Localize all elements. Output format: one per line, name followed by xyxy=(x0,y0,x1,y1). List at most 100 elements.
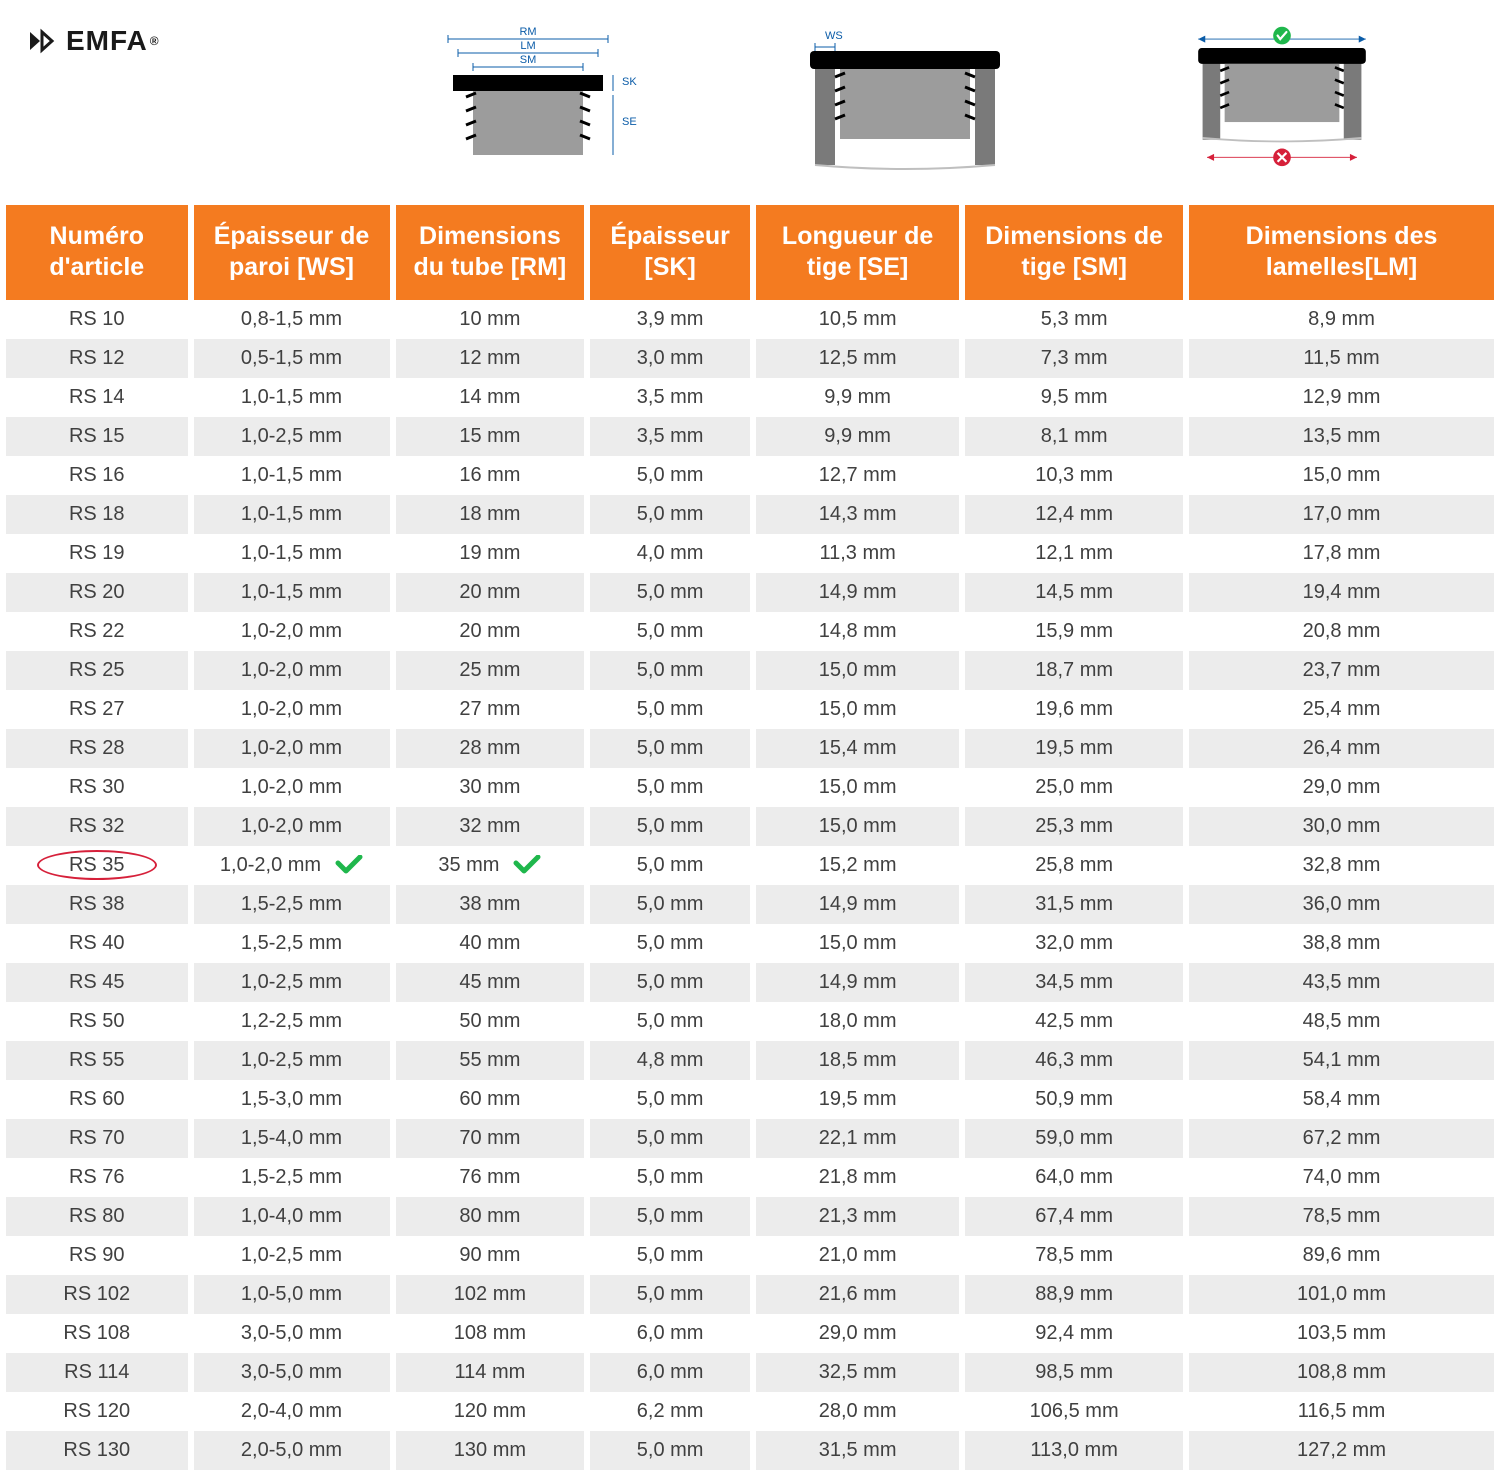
table-cell: 50,9 mm xyxy=(965,1080,1183,1119)
table-cell: 50 mm xyxy=(396,1002,585,1041)
table-cell: 1,5-4,0 mm xyxy=(194,1119,390,1158)
table-cell: 21,0 mm xyxy=(756,1236,959,1275)
table-cell: 106,5 mm xyxy=(965,1392,1183,1431)
table-cell: 14,9 mm xyxy=(756,963,959,1002)
table-cell: 34,5 mm xyxy=(965,963,1183,1002)
table-cell: 30 mm xyxy=(396,768,585,807)
table-cell: 19,5 mm xyxy=(756,1080,959,1119)
table-cell: 15,0 mm xyxy=(756,807,959,846)
label-ws: WS xyxy=(825,30,843,42)
table-cell: 15 mm xyxy=(396,417,585,456)
col-lm: Dimensions des lamelles[LM] xyxy=(1189,205,1494,300)
table-cell: 5,0 mm xyxy=(590,1158,750,1197)
table-row: RS 1143,0-5,0 mm114 mm6,0 mm32,5 mm98,5 … xyxy=(6,1353,1494,1392)
diagram-correct xyxy=(1172,25,1392,175)
table-cell: RS 80 xyxy=(6,1197,188,1236)
label-lm: LM xyxy=(520,40,535,52)
table-cell: 60 mm xyxy=(396,1080,585,1119)
table-cell: 1,0-2,0 mm xyxy=(194,768,390,807)
table-cell: 1,2-2,5 mm xyxy=(194,1002,390,1041)
table-cell: 11,5 mm xyxy=(1189,339,1494,378)
table-cell: 1,0-2,0 mm xyxy=(194,651,390,690)
table-cell: 27 mm xyxy=(396,690,585,729)
table-row: RS 501,2-2,5 mm50 mm5,0 mm18,0 mm42,5 mm… xyxy=(6,1002,1494,1041)
table-row: RS 221,0-2,0 mm20 mm5,0 mm14,8 mm15,9 mm… xyxy=(6,612,1494,651)
table-cell: 5,0 mm xyxy=(590,1431,750,1470)
table-cell: 0,5-1,5 mm xyxy=(194,339,390,378)
table-cell: 25,3 mm xyxy=(965,807,1183,846)
table-row: RS 451,0-2,5 mm45 mm5,0 mm14,9 mm34,5 mm… xyxy=(6,963,1494,1002)
table-cell: RS 108 xyxy=(6,1314,188,1353)
table-cell: 76 mm xyxy=(396,1158,585,1197)
table-cell: 2,0-4,0 mm xyxy=(194,1392,390,1431)
table-cell: 5,0 mm xyxy=(590,885,750,924)
table-cell: 12,4 mm xyxy=(965,495,1183,534)
brand-logo: EMFA ® xyxy=(30,25,160,57)
table-cell: 31,5 mm xyxy=(756,1431,959,1470)
table-cell: RS 18 xyxy=(6,495,188,534)
table-row: RS 351,0-2,0 mm35 mm5,0 mm15,2 mm25,8 mm… xyxy=(6,846,1494,885)
table-cell: 4,0 mm xyxy=(590,534,750,573)
table-cell: 1,5-2,5 mm xyxy=(194,1158,390,1197)
logo-text: EMFA xyxy=(66,25,148,57)
col-sm: Dimensions de tige [SM] xyxy=(965,205,1183,300)
table-cell: RS 10 xyxy=(6,300,188,339)
table-cell: 116,5 mm xyxy=(1189,1392,1494,1431)
table-cell: 1,0-2,5 mm xyxy=(194,1236,390,1275)
table-cell: RS 30 xyxy=(6,768,188,807)
table-row: RS 601,5-3,0 mm60 mm5,0 mm19,5 mm50,9 mm… xyxy=(6,1080,1494,1119)
table-cell: 25,8 mm xyxy=(965,846,1183,885)
table-cell: 18,5 mm xyxy=(756,1041,959,1080)
table-cell: 15,0 mm xyxy=(756,924,959,963)
table-cell: 1,0-1,5 mm xyxy=(194,534,390,573)
table-cell: 78,5 mm xyxy=(1189,1197,1494,1236)
table-row: RS 100,8-1,5 mm10 mm3,9 mm10,5 mm5,3 mm8… xyxy=(6,300,1494,339)
table-cell: 130 mm xyxy=(396,1431,585,1470)
table-cell: 12 mm xyxy=(396,339,585,378)
table-cell: 1,0-2,5 mm xyxy=(194,417,390,456)
table-cell: RS 114 xyxy=(6,1353,188,1392)
table-cell: 78,5 mm xyxy=(965,1236,1183,1275)
table-cell: 5,0 mm xyxy=(590,456,750,495)
table-body: RS 100,8-1,5 mm10 mm3,9 mm10,5 mm5,3 mm8… xyxy=(6,300,1494,1470)
table-cell: 12,7 mm xyxy=(756,456,959,495)
table-cell: 98,5 mm xyxy=(965,1353,1183,1392)
table-cell: 80 mm xyxy=(396,1197,585,1236)
table-cell: 3,5 mm xyxy=(590,417,750,456)
table-cell: 32,5 mm xyxy=(756,1353,959,1392)
table-row: RS 181,0-1,5 mm18 mm5,0 mm14,3 mm12,4 mm… xyxy=(6,495,1494,534)
table-row: RS 801,0-4,0 mm80 mm5,0 mm21,3 mm67,4 mm… xyxy=(6,1197,1494,1236)
logo-mark-icon xyxy=(30,28,56,54)
table-cell: RS 20 xyxy=(6,573,188,612)
table-cell: 3,5 mm xyxy=(590,378,750,417)
table-cell: 43,5 mm xyxy=(1189,963,1494,1002)
table-cell: 6,0 mm xyxy=(590,1353,750,1392)
table-cell: 25,0 mm xyxy=(965,768,1183,807)
check-icon xyxy=(335,855,363,875)
table-cell: 7,3 mm xyxy=(965,339,1183,378)
table-cell: 2,0-5,0 mm xyxy=(194,1431,390,1470)
table-cell: 10,3 mm xyxy=(965,456,1183,495)
table-cell: 15,0 mm xyxy=(756,690,959,729)
table-cell: 5,0 mm xyxy=(590,651,750,690)
table-cell: 74,0 mm xyxy=(1189,1158,1494,1197)
table-cell: 5,0 mm xyxy=(590,1080,750,1119)
table-cell: 101,0 mm xyxy=(1189,1275,1494,1314)
table-cell: 8,1 mm xyxy=(965,417,1183,456)
spec-table: Numéro d'article Épaisseur de paroi [WS]… xyxy=(0,205,1500,1470)
table-cell: 102 mm xyxy=(396,1275,585,1314)
table-cell: 12,1 mm xyxy=(965,534,1183,573)
table-cell: 5,0 mm xyxy=(590,495,750,534)
table-cell: 5,0 mm xyxy=(590,1002,750,1041)
table-cell: 5,0 mm xyxy=(590,1197,750,1236)
table-cell: 1,0-2,0 mm xyxy=(194,807,390,846)
table-cell: 25 mm xyxy=(396,651,585,690)
table-cell: 5,0 mm xyxy=(590,924,750,963)
table-cell: 5,0 mm xyxy=(590,573,750,612)
table-cell: RS 90 xyxy=(6,1236,188,1275)
table-cell: 67,4 mm xyxy=(965,1197,1183,1236)
table-cell: 38,8 mm xyxy=(1189,924,1494,963)
table-row: RS 1302,0-5,0 mm130 mm5,0 mm31,5 mm113,0… xyxy=(6,1431,1494,1470)
table-header: Numéro d'article Épaisseur de paroi [WS]… xyxy=(6,205,1494,300)
table-cell: 1,0-1,5 mm xyxy=(194,378,390,417)
